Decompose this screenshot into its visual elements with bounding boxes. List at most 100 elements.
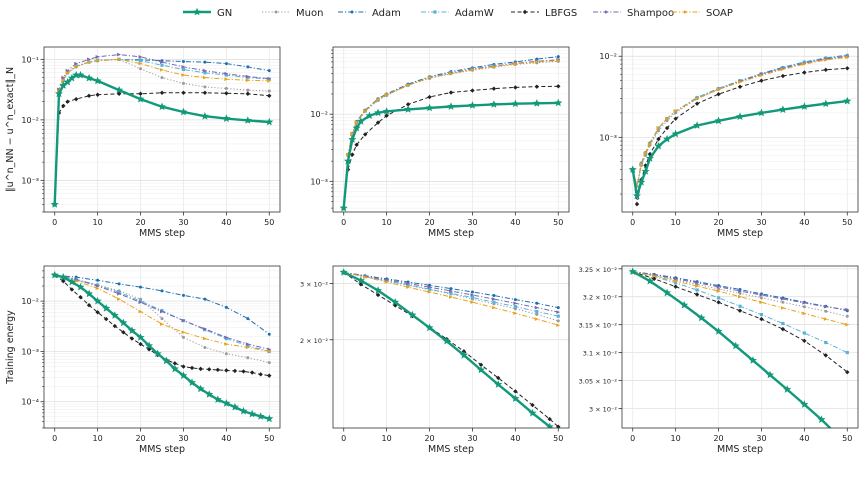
data-point	[449, 71, 453, 76]
legend-entry-soap: SOAP	[672, 8, 733, 19]
data-point	[694, 101, 700, 106]
x-tick-label: 10	[382, 218, 392, 227]
data-point	[246, 356, 250, 360]
data-point	[545, 422, 554, 428]
data-point	[449, 289, 453, 293]
data-point	[224, 336, 228, 341]
data-point	[196, 384, 205, 393]
series-gn	[628, 267, 832, 428]
data-point	[59, 81, 68, 89]
data-point	[203, 85, 207, 89]
x-tick-label: 0	[341, 218, 346, 227]
x-tick-label: 40	[510, 218, 520, 227]
series-line	[343, 56, 559, 209]
data-point	[96, 278, 100, 282]
x-axis-label: MMS step	[428, 228, 474, 239]
data-point	[138, 61, 143, 66]
data-point	[843, 96, 852, 105]
y-tick-label: 10⁻³	[21, 347, 39, 356]
panel-1-0: 0 10 20 30 40 50 10⁻⁴ 10⁻³ 10⁻² MMS step Training …	[5, 265, 281, 455]
data-point	[442, 337, 451, 345]
data-point	[778, 105, 787, 113]
data-point	[145, 341, 154, 350]
data-point	[802, 331, 806, 335]
legend-marker	[350, 10, 354, 14]
data-point	[748, 356, 757, 364]
data-point	[731, 341, 740, 350]
data-point	[737, 84, 743, 89]
grid	[622, 266, 858, 428]
y-tick-label: 10⁻³	[310, 177, 328, 186]
y-tick-label: 10⁻³	[21, 176, 39, 185]
y-tick-label: 3.05 × 10⁻²	[579, 378, 618, 386]
y-axis-label: ‖u^n_NN − u^n_exact‖_N	[5, 67, 16, 192]
data-point	[85, 289, 93, 298]
data-point	[800, 102, 809, 110]
data-point	[267, 76, 272, 81]
series-shampoo	[52, 52, 272, 207]
series-adamw	[342, 270, 560, 318]
data-point	[86, 303, 92, 308]
data-point	[96, 283, 100, 287]
data-point	[695, 96, 700, 101]
data-point	[491, 305, 496, 310]
data-point	[138, 299, 143, 303]
series-line	[342, 101, 559, 209]
data-point	[243, 116, 252, 124]
data-point	[759, 300, 764, 305]
data-point	[224, 342, 229, 346]
legend-label: LBFGS	[545, 8, 577, 19]
data-point	[628, 267, 637, 275]
data-point	[645, 154, 654, 162]
legend: GN Muon Adam AdamW LBFGS Shampoo SOAP	[183, 7, 733, 19]
data-point	[348, 135, 357, 143]
series-line	[632, 271, 848, 373]
x-tick-label: 50	[553, 434, 563, 443]
series-soap	[52, 57, 272, 207]
data-point	[256, 412, 265, 420]
data-point	[492, 293, 496, 297]
series-gn	[50, 70, 274, 208]
data-point	[153, 349, 162, 358]
data-point	[382, 107, 391, 115]
data-point	[213, 395, 222, 403]
data-point	[232, 368, 238, 374]
series-gn	[339, 268, 554, 428]
data-point	[231, 402, 239, 411]
data-point	[391, 298, 400, 306]
series-line	[632, 270, 832, 428]
data-point	[845, 350, 849, 355]
data-point	[267, 93, 272, 98]
panel-1-1: 0 10 20 30 40 50 2 × 10⁻² 3 × 10⁻² MMS step	[300, 265, 570, 455]
x-tick-label: 40	[221, 218, 231, 227]
y-tick-label: 3.15 × 10⁻²	[579, 322, 618, 330]
data-point	[470, 293, 475, 297]
x-tick-label: 50	[553, 218, 563, 227]
data-point	[363, 275, 368, 279]
series-adam	[342, 55, 560, 210]
data-point	[93, 76, 102, 85]
data-point	[375, 292, 381, 298]
x-tick-label: 0	[52, 434, 57, 443]
data-point	[203, 60, 207, 64]
data-point	[845, 369, 850, 375]
data-point	[695, 95, 699, 100]
y-tick-label: 3 × 10⁻²	[300, 280, 328, 288]
data-point	[202, 75, 207, 80]
data-point	[179, 107, 188, 116]
x-tick-label: 10	[93, 434, 103, 443]
data-point	[556, 55, 560, 59]
data-point	[86, 93, 92, 98]
data-point	[468, 101, 477, 109]
x-tick-label: 50	[842, 434, 852, 443]
data-point	[823, 67, 829, 73]
x-tick-label: 30	[467, 218, 477, 227]
data-point	[65, 70, 70, 75]
data-point	[802, 311, 807, 316]
data-point	[532, 99, 541, 107]
data-point	[117, 297, 122, 301]
data-point	[61, 103, 66, 109]
data-point	[245, 91, 251, 96]
data-point	[73, 96, 79, 102]
data-point	[65, 99, 70, 104]
